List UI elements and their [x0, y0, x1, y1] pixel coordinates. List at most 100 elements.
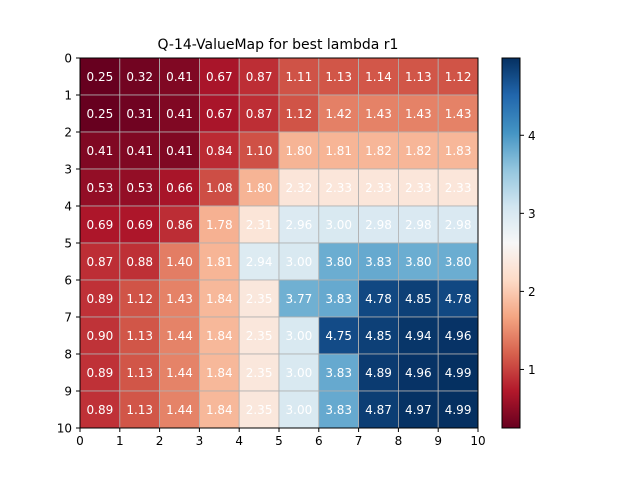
cell-value-label: 0.89 — [87, 366, 114, 380]
cell-value-label: 1.10 — [246, 144, 273, 158]
y-tick-label: 6 — [64, 274, 72, 288]
colorbar-tick-label: 3 — [528, 207, 536, 221]
cell-value-label: 2.96 — [286, 218, 313, 232]
cell-value-label: 0.87 — [246, 70, 273, 84]
cell-value-label: 0.41 — [166, 70, 193, 84]
cell-value-label: 4.96 — [445, 329, 472, 343]
cell-value-label: 1.08 — [206, 181, 233, 195]
x-tick-label: 0 — [76, 434, 84, 448]
heatmap-cells — [79, 57, 479, 429]
x-tick-label: 3 — [196, 434, 204, 448]
cell-value-label: 0.89 — [87, 403, 114, 417]
cell-value-label: 0.86 — [166, 218, 193, 232]
cell-value-label: 1.81 — [325, 144, 352, 158]
cell-value-label: 0.53 — [126, 181, 153, 195]
heatmap-cell — [358, 94, 399, 133]
y-tick-label: 0 — [64, 52, 72, 66]
y-tick-label: 2 — [64, 126, 72, 140]
cell-value-label: 1.43 — [445, 107, 472, 121]
cell-value-label: 1.12 — [445, 70, 472, 84]
cell-value-label: 0.69 — [126, 218, 153, 232]
cell-value-label: 2.98 — [405, 218, 432, 232]
cell-value-label: 1.44 — [166, 329, 193, 343]
y-tick-label: 7 — [64, 311, 72, 325]
cell-value-label: 3.77 — [286, 292, 313, 306]
y-tick-label: 4 — [64, 200, 72, 214]
cell-value-label: 3.83 — [325, 292, 352, 306]
cell-value-label: 3.83 — [365, 255, 392, 269]
heatmap-cell — [238, 242, 280, 281]
heatmap-cell — [397, 390, 439, 429]
cell-value-label: 4.85 — [405, 292, 432, 306]
heatmap-cell — [397, 205, 439, 244]
y-tick-label: 10 — [57, 422, 72, 436]
colorbar-ticks: 1 2 3 4 — [520, 129, 536, 377]
cell-value-label: 0.87 — [87, 255, 114, 269]
cell-value-label: 2.31 — [246, 218, 273, 232]
heatmap-cell — [397, 168, 439, 207]
cell-value-label: 1.80 — [286, 144, 313, 158]
cell-value-label: 1.42 — [325, 107, 352, 121]
heatmap-cell — [119, 205, 161, 244]
cell-value-label: 0.67 — [206, 70, 233, 84]
heatmap-cell-labels: 0.25 0.32 0.41 0.67 0.87 1.11 1.13 1.14 1.13 1.12… — [87, 70, 472, 417]
cell-value-label: 1.82 — [405, 144, 432, 158]
cell-value-label: 2.98 — [445, 218, 472, 232]
cell-value-label: 1.80 — [246, 181, 273, 195]
x-tick-label: 4 — [235, 434, 243, 448]
cell-value-label: 3.80 — [325, 255, 352, 269]
y-axis: 0 1 2 3 4 5 6 7 8 9 10 — [57, 52, 80, 436]
cell-value-label: 0.67 — [206, 107, 233, 121]
cell-value-label: 1.78 — [206, 218, 233, 232]
x-tick-label: 1 — [116, 434, 124, 448]
cell-value-label: 3.83 — [325, 366, 352, 380]
cell-value-label: 1.11 — [286, 70, 313, 84]
heatmap-cell — [437, 94, 479, 133]
cell-value-label: 1.14 — [365, 70, 392, 84]
cell-value-label: 1.12 — [286, 107, 313, 121]
heatmap-cell — [159, 242, 200, 281]
heatmap-cell — [278, 94, 320, 133]
cell-value-label: 3.00 — [286, 366, 313, 380]
cell-value-label: 0.41 — [166, 107, 193, 121]
heatmap-cell — [397, 94, 439, 133]
x-tick-label: 8 — [395, 434, 403, 448]
y-tick-label: 9 — [64, 385, 72, 399]
cell-value-label: 2.33 — [325, 181, 352, 195]
heatmap-cell — [397, 279, 439, 318]
heatmap-cell — [437, 279, 479, 318]
x-tick-label: 6 — [315, 434, 323, 448]
heatmap-cell — [79, 279, 121, 318]
cell-value-label: 1.83 — [445, 144, 472, 158]
heatmap-cell — [318, 316, 359, 355]
heatmap-cell — [119, 131, 161, 170]
cell-value-label: 0.84 — [206, 144, 233, 158]
heatmap-cell — [119, 316, 161, 355]
cell-value-label: 4.99 — [445, 366, 472, 380]
cell-value-label: 4.89 — [365, 366, 392, 380]
cell-value-label: 1.44 — [166, 366, 193, 380]
cell-value-label: 0.87 — [246, 107, 273, 121]
heatmap-cell — [278, 390, 320, 429]
cell-value-label: 4.99 — [445, 403, 472, 417]
heatmap-cell — [159, 316, 200, 355]
heatmap-cell — [358, 57, 399, 96]
heatmap-cell — [238, 353, 280, 392]
heatmap-cell — [159, 353, 200, 392]
heatmap-cell — [397, 353, 439, 392]
cell-value-label: 2.35 — [246, 403, 273, 417]
cell-value-label: 0.89 — [87, 292, 114, 306]
cell-value-label: 1.13 — [325, 70, 352, 84]
x-tick-label: 10 — [470, 434, 485, 448]
heatmap-cell — [358, 131, 399, 170]
heatmap-cell — [358, 279, 399, 318]
heatmap-cell — [238, 205, 280, 244]
cell-value-label: 2.94 — [246, 255, 273, 269]
heatmap-cell — [198, 242, 240, 281]
heatmap-cell — [159, 205, 200, 244]
heatmap-cell — [79, 390, 121, 429]
heatmap-cell — [397, 131, 439, 170]
x-tick-label: 5 — [275, 434, 283, 448]
heatmap-cell — [278, 279, 320, 318]
y-tick-label: 3 — [64, 163, 72, 177]
